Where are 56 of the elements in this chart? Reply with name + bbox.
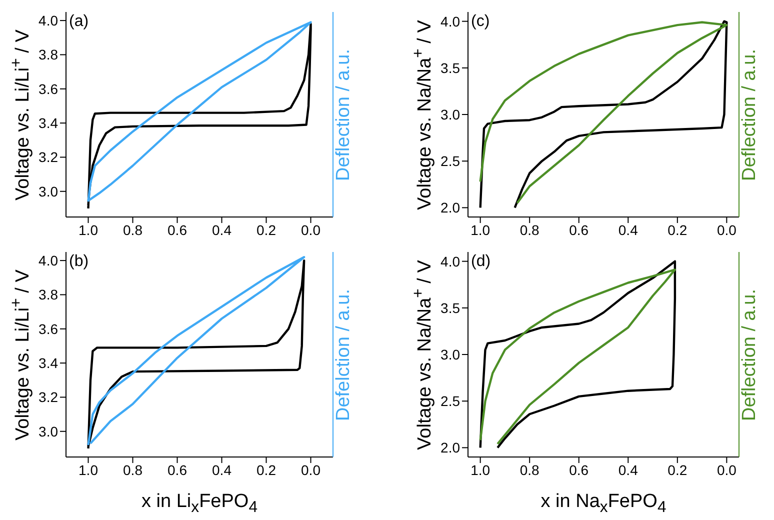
x-tick-label: 0.4	[618, 462, 638, 478]
x-axis-title: x in Li$_{x}$FePO$_{4}$	[140, 491, 258, 517]
x-tick-label: 0.6	[168, 222, 188, 238]
y-tick-label: 4.0	[440, 13, 460, 30]
x-tick-label: 0.4	[212, 462, 232, 478]
y-tick-label: 3.0	[38, 183, 58, 200]
y-tick-label: 3.2	[38, 149, 58, 166]
y2-axis-title: Defelction / a.u.	[333, 287, 355, 423]
x-tick-label: 0.6	[569, 222, 589, 238]
x-tick-label: 0.2	[668, 222, 688, 238]
y-tick-label: 3.4	[38, 115, 58, 132]
y2-axis-title: Deflection / a.u.	[739, 287, 761, 423]
y2-axis-title: Deflection / a.u.	[333, 47, 355, 183]
y-tick-label: 3.0	[440, 106, 460, 122]
y-tick-label: 3.5	[440, 300, 460, 316]
y-tick-label: 2.5	[440, 153, 460, 170]
y-tick-label: 3.4	[38, 355, 58, 372]
x-tick-label: 0.6	[168, 462, 188, 478]
y-tick-label: 4.0	[38, 12, 58, 29]
y-tick-label: 3.6	[38, 80, 58, 97]
y-tick-label: 3.0	[38, 423, 58, 440]
y-tick-label: 3.8	[38, 46, 58, 63]
y-tick-label: 3.5	[440, 60, 460, 76]
y-tick-label: 3.8	[38, 286, 58, 303]
x-tick-label: 0.6	[569, 462, 589, 478]
annotation: (a)	[69, 13, 89, 31]
annotation: (c)	[471, 13, 490, 31]
y-tick-label: 2.0	[440, 440, 460, 456]
y2-axis-title: Deflection / a.u.	[739, 47, 761, 183]
y-tick-label: 3.6	[38, 320, 58, 337]
y-tick-label: 4.0	[38, 252, 58, 269]
y-tick-label: 3.2	[38, 389, 58, 406]
x-tick-label: 0.4	[618, 222, 638, 238]
x-tick-label: 0.0	[301, 462, 321, 478]
x-tick-label: 0.0	[716, 222, 737, 238]
x-tick-label: 1.0	[78, 462, 98, 478]
x-tick-label: 0.8	[520, 462, 540, 478]
x-tick-label: 0.2	[256, 462, 276, 478]
x-tick-label: 0.8	[123, 222, 143, 238]
y-tick-label: 3.0	[440, 346, 460, 362]
x-tick-label: 1.0	[470, 222, 490, 238]
x-tick-label: 1.0	[78, 222, 98, 238]
annotation: (d)	[471, 253, 491, 271]
y-tick-label: 2.5	[440, 393, 460, 410]
x-tick-label: 0.2	[668, 462, 688, 478]
x-tick-label: 0.0	[301, 222, 321, 238]
x-tick-label: 1.0	[470, 462, 490, 478]
annotation: (b)	[69, 253, 89, 271]
x-axis-title: x in Na$_{x}$FePO$_{4}$	[540, 491, 668, 517]
x-tick-label: 0.2	[256, 222, 276, 238]
x-tick-label: 0.8	[520, 222, 540, 238]
y-tick-label: 4.0	[440, 253, 460, 270]
x-tick-label: 0.8	[123, 462, 143, 478]
x-tick-label: 0.0	[716, 462, 737, 478]
x-tick-label: 0.4	[212, 222, 232, 238]
y-tick-label: 2.0	[440, 200, 460, 216]
